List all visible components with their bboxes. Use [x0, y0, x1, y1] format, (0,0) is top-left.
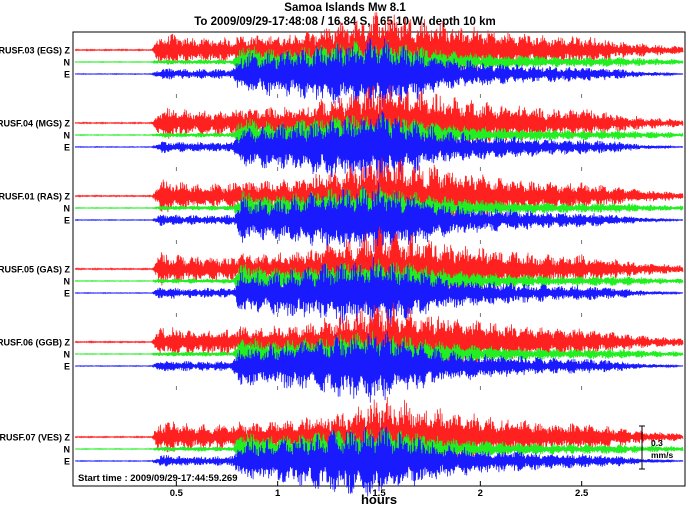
station-label-rusf-03-egs-n: N [64, 58, 71, 68]
chart-title: Samoa Islands Mw 8.1 [284, 2, 406, 14]
station-label-rusf-06-ggb-e: E [64, 362, 70, 372]
station-label-rusf-04-mgs-z: RUSF.04 (MGS) Z [0, 119, 70, 129]
x-tick-label-2: 1.5 [372, 488, 386, 499]
scale-bar-unit: mm/s [651, 450, 673, 460]
x-axis: 0.5 1 1.5 2 2.5 [170, 481, 589, 499]
station-label-rusf-05-gas-e: E [64, 289, 70, 299]
x-tick-label-3: 2 [478, 488, 483, 499]
start-time-label: Start time : 2009/09/29-17:44:59.269 [78, 473, 238, 484]
trace-rusf-03-egs-e [74, 37, 684, 110]
station-label-rusf-07-ves-n: N [64, 445, 71, 455]
x-tick-label-0: 0.5 [170, 488, 184, 499]
scale-bar-value: 0.3 [651, 438, 663, 448]
chart-subtitle: To 2009/09/29-17:48:08 / 16.84 S, 165.10… [194, 16, 496, 28]
station-label-rusf-01-ras-n: N [64, 204, 71, 214]
x-tick-label-4: 2.5 [575, 488, 589, 499]
station-label-rusf-03-egs-z: RUSF.03 (EGS) Z [0, 46, 70, 56]
station-label-rusf-06-ggb-n: N [64, 350, 71, 360]
station-label-rusf-06-ggb-z: RUSF.06 (GGB) Z [0, 338, 70, 348]
scale-bar: 0.3 mm/s [639, 425, 673, 470]
station-label-rusf-03-egs-e: E [64, 70, 70, 80]
station-label-rusf-07-ves-z: RUSF.07 (VES) Z [0, 433, 71, 443]
x-tick-label-1: 1 [275, 488, 281, 499]
station-label-rusf-07-ves-e: E [64, 457, 70, 467]
station-label-rusf-05-gas-n: N [64, 277, 71, 287]
station-label-rusf-01-ras-z: RUSF.01 (RAS) Z [0, 192, 70, 202]
trace-rusf-05-gas-e [74, 256, 684, 328]
station-label-rusf-04-mgs-n: N [64, 131, 71, 141]
station-label-rusf-04-mgs-e: E [64, 143, 70, 153]
trace-rusf-07-ves-e [74, 426, 684, 497]
traces-group [74, 12, 684, 497]
station-label-rusf-05-gas-z: RUSF.05 (GAS) Z [0, 265, 70, 275]
station-label-rusf-01-ras-e: E [64, 216, 70, 226]
x-axis-label: hours [361, 492, 397, 507]
trace-rusf-06-ggb-e [74, 331, 684, 403]
